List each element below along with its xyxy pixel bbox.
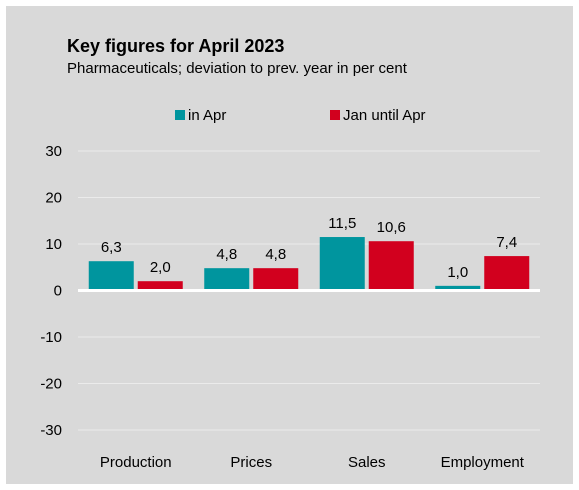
bars bbox=[88, 237, 530, 291]
data-label: 4,8 bbox=[265, 246, 286, 263]
bar-employment-in-apr bbox=[435, 285, 481, 291]
data-label: 4,8 bbox=[216, 246, 237, 263]
y-tick-label: -20 bbox=[40, 376, 62, 393]
x-tick-label: Employment bbox=[441, 454, 525, 471]
gridlines bbox=[78, 150, 540, 431]
legend-label: Jan until Apr bbox=[343, 107, 426, 124]
chart-title: Key figures for April 2023 bbox=[67, 36, 284, 56]
data-label: 1,0 bbox=[447, 264, 468, 281]
y-tick-label: 10 bbox=[45, 236, 62, 253]
bar-production-in-apr bbox=[88, 261, 134, 291]
data-label: 6,3 bbox=[101, 239, 122, 256]
chart-panel bbox=[6, 6, 573, 484]
chart-subtitle: Pharmaceuticals; deviation to prev. year… bbox=[67, 60, 408, 77]
legend-swatch bbox=[330, 110, 340, 120]
bar-sales-jan-until-apr bbox=[368, 241, 414, 291]
legend-swatch bbox=[175, 110, 185, 120]
bar-employment-jan-until-apr bbox=[484, 256, 530, 291]
data-label: 2,0 bbox=[150, 259, 171, 276]
bar-prices-jan-until-apr bbox=[253, 268, 299, 291]
y-tick-label: 0 bbox=[54, 283, 62, 300]
y-axis: 30 20 10 0 -10 -20 -30 bbox=[40, 143, 62, 439]
y-tick-label: 20 bbox=[45, 190, 62, 207]
bar-production-jan-until-apr bbox=[137, 281, 183, 291]
y-tick-label: 30 bbox=[45, 143, 62, 160]
data-labels: 6,3 2,0 4,8 4,8 11,5 10,6 1,0 7,4 bbox=[101, 215, 517, 281]
legend-label: in Apr bbox=[188, 107, 226, 124]
y-tick-label: -10 bbox=[40, 329, 62, 346]
data-label: 7,4 bbox=[496, 234, 517, 251]
x-tick-label: Prices bbox=[230, 454, 272, 471]
data-label: 11,5 bbox=[328, 215, 356, 232]
x-tick-label: Sales bbox=[348, 454, 386, 471]
y-tick-label: -30 bbox=[40, 422, 62, 439]
bar-prices-in-apr bbox=[204, 268, 250, 291]
x-tick-label: Production bbox=[100, 454, 172, 471]
bar-sales-in-apr bbox=[319, 237, 365, 291]
data-label: 10,6 bbox=[377, 219, 406, 236]
legend: in Apr Jan until Apr bbox=[175, 107, 426, 124]
x-axis: Production Prices Sales Employment bbox=[100, 454, 525, 471]
